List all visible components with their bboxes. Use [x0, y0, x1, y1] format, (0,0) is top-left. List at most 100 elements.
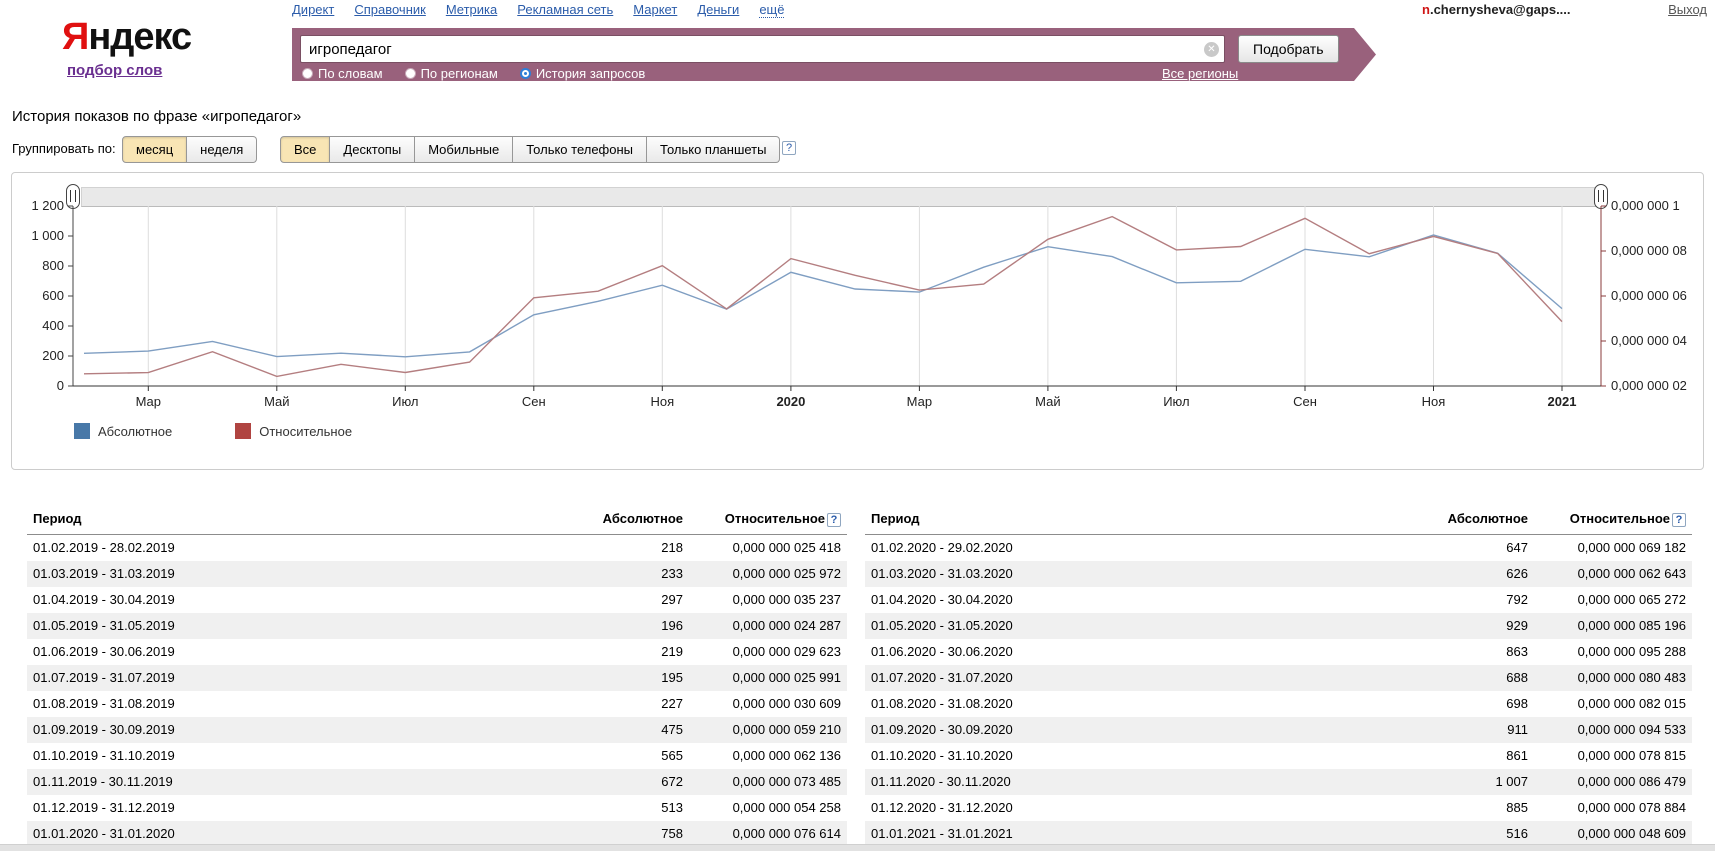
svg-text:600: 600 [42, 288, 64, 303]
cell-period: 01.07.2019 - 31.07.2019 [27, 664, 549, 691]
col-header-absolute: Абсолютное [1394, 505, 1534, 535]
cell-relative: 0,000 000 048 609 [1534, 820, 1692, 847]
nav-link-2[interactable]: Справочник [354, 2, 426, 17]
group-by-option-2[interactable]: неделя [187, 136, 258, 163]
cell-period: 01.05.2019 - 31.05.2019 [27, 612, 549, 639]
cell-period: 01.09.2019 - 30.09.2019 [27, 716, 549, 743]
search-mode-radio-3[interactable]: История запросов [520, 66, 646, 81]
query-input[interactable] [300, 35, 1225, 63]
table-row: 01.03.2019 - 31.03.2019 233 0,000 000 025 … [27, 560, 847, 587]
nav-link-6[interactable]: Деньги [697, 2, 740, 17]
cell-absolute: 565 [661, 747, 683, 763]
cell-relative: 0,000 000 085 196 [1534, 612, 1692, 639]
table-header-row: Период Абсолютное Относительное? [27, 505, 847, 535]
chart-panel: 1 200 1 000 800 600 400 200 0 0,000 000 1 0,000 … [11, 172, 1704, 470]
table-row: 01.04.2019 - 30.04.2019 297 0,000 000 035 … [27, 587, 847, 613]
table-row: 01.07.2019 - 31.07.2019 195 0,000 000 025 … [27, 664, 847, 691]
cell-period: 01.06.2020 - 30.06.2020 [871, 643, 1013, 659]
cell-absolute: 475 [549, 716, 689, 743]
cell-absolute: 195 [549, 664, 689, 691]
nav-link-5[interactable]: Маркет [633, 2, 678, 17]
svg-text:1 000: 1 000 [31, 228, 64, 243]
device-filter-buttons: Все Десктопы Мобильные Только телефоны Тольк… [280, 136, 781, 163]
svg-text:0,000 000 06: 0,000 000 06 [1611, 288, 1687, 303]
table-row: 01.06.2019 - 30.06.2019 219 0,000 000 029 … [27, 639, 847, 665]
yandex-logo[interactable]: Яндекс [62, 16, 192, 59]
nav-link-4[interactable]: Рекламная сеть [517, 2, 614, 17]
all-regions-link[interactable]: Все регионы [1162, 66, 1239, 81]
svg-text:0: 0 [57, 378, 64, 393]
relative-help-icon[interactable]: ? [827, 512, 841, 527]
svg-text:2020: 2020 [776, 394, 805, 409]
cell-relative: 0,000 000 078 815 [1577, 747, 1686, 763]
nav-link-1[interactable]: Директ [292, 2, 335, 17]
search-mode-radio-2[interactable]: По регионам [405, 66, 498, 81]
legend-label: Относительное [259, 423, 353, 439]
table-row: 01.08.2019 - 31.08.2019 227 0,000 000 030 … [27, 691, 847, 717]
cell-period: 01.04.2020 - 30.04.2020 [871, 591, 1013, 607]
svg-text:Сен: Сен [1293, 394, 1317, 409]
table-row: 01.12.2020 - 31.12.2020 885 0,000 000 078 … [865, 795, 1692, 821]
cell-absolute: 863 [1506, 643, 1528, 659]
svg-text:0,000 000 1: 0,000 000 1 [1611, 198, 1680, 213]
cell-period: 01.03.2020 - 31.03.2020 [865, 560, 1394, 587]
cell-relative: 0,000 000 073 485 [689, 768, 847, 795]
filters-help-icon[interactable]: ? [782, 141, 796, 155]
legend-item-2: Относительное [235, 423, 352, 439]
device-filter-option-4[interactable]: Только телефоны [513, 136, 648, 163]
cell-absolute: 911 [1394, 716, 1534, 743]
col-header-relative: Относительное? [689, 505, 847, 535]
table-row: 01.02.2019 - 28.02.2019 218 0,000 000 025 … [27, 534, 847, 561]
table-row: 01.10.2020 - 31.10.2020 861 0,000 000 078 … [865, 743, 1692, 769]
device-filter-option-1[interactable]: Все [280, 136, 331, 163]
table-row: 01.05.2020 - 31.05.2020 929 0,000 000 085 … [865, 612, 1692, 639]
legend-swatch-icon [74, 423, 90, 439]
relative-help-icon[interactable]: ? [1672, 512, 1686, 527]
cell-relative: 0,000 000 024 287 [689, 612, 847, 639]
cell-period: 01.12.2019 - 31.12.2019 [33, 799, 175, 815]
wordstat-link[interactable]: подбор слов [67, 62, 163, 79]
cell-absolute: 516 [1394, 820, 1534, 847]
legend-item-1: Абсолютное [74, 423, 172, 439]
submit-button[interactable]: Подобрать [1238, 35, 1339, 63]
table-row: 01.06.2020 - 30.06.2020 863 0,000 000 095 … [865, 639, 1692, 665]
svg-text:0,000 000 02: 0,000 000 02 [1611, 378, 1687, 393]
cell-relative: 0,000 000 062 136 [732, 747, 841, 763]
cell-period: 01.04.2019 - 30.04.2019 [33, 591, 175, 607]
cell-relative: 0,000 000 025 418 [732, 539, 841, 555]
svg-text:400: 400 [42, 318, 64, 333]
device-filter-option-5[interactable]: Только планшеты [647, 136, 781, 163]
cell-absolute: 219 [661, 643, 683, 659]
cell-absolute: 758 [549, 820, 689, 847]
search-bar: ✕ Подобрать По словам По регионам История … [292, 28, 1376, 81]
col-header-relative: Относительное? [1534, 505, 1692, 535]
cell-absolute: 1 007 [1394, 768, 1534, 795]
svg-text:Мар: Мар [907, 394, 932, 409]
svg-text:Май: Май [264, 394, 289, 409]
footer-divider [0, 844, 1715, 851]
cell-period: 01.03.2019 - 31.03.2019 [27, 560, 549, 587]
cell-period: 01.02.2020 - 29.02.2020 [871, 539, 1013, 555]
table-row: 01.09.2020 - 30.09.2020 911 0,000 000 094 … [865, 716, 1692, 743]
svg-text:200: 200 [42, 348, 64, 363]
group-by-option-1[interactable]: месяц [122, 136, 188, 163]
cell-relative: 0,000 000 076 614 [689, 820, 847, 847]
clear-input-icon[interactable]: ✕ [1204, 42, 1219, 57]
device-filter-option-3[interactable]: Мобильные [415, 136, 514, 163]
cell-period: 01.06.2019 - 30.06.2019 [33, 643, 175, 659]
cell-relative: 0,000 000 094 533 [1534, 716, 1692, 743]
nav-link-7[interactable]: ещё [759, 2, 785, 18]
cell-absolute: 626 [1394, 560, 1534, 587]
col-header-absolute: Абсолютное [549, 505, 689, 535]
search-mode-radio-1[interactable]: По словам [302, 66, 383, 81]
table-row: 01.11.2019 - 30.11.2019 672 0,000 000 073 … [27, 768, 847, 795]
logout-link[interactable]: Выход [1668, 2, 1707, 17]
cell-absolute: 297 [661, 591, 683, 607]
group-by-buttons: месяц неделя [122, 136, 258, 163]
cell-absolute: 513 [661, 799, 683, 815]
cell-relative: 0,000 000 059 210 [689, 716, 847, 743]
nav-link-3[interactable]: Метрика [445, 2, 498, 17]
cell-period: 01.08.2019 - 31.08.2019 [33, 695, 175, 711]
device-filter-option-2[interactable]: Десктопы [330, 136, 416, 163]
cell-absolute: 698 [1506, 695, 1528, 711]
